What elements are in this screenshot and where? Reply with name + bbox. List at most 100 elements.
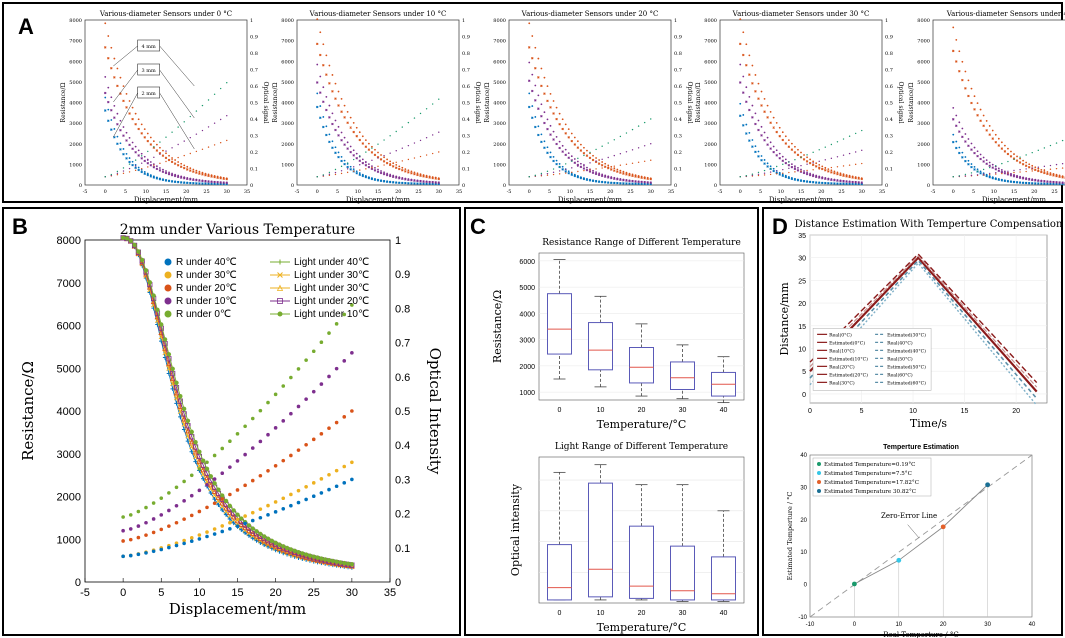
resistance-marker <box>188 438 195 445</box>
resistance-marker <box>231 508 236 513</box>
resistance-point <box>643 176 646 180</box>
resistance-point <box>128 160 131 164</box>
y-tick-label: 35 <box>798 233 806 240</box>
resistance-point <box>222 177 225 180</box>
resistance-point <box>598 172 601 175</box>
resistance-point <box>386 158 389 161</box>
y2-tick-label: 0 <box>674 183 677 189</box>
light-point <box>546 174 549 176</box>
resistance-point <box>195 169 198 172</box>
light-point <box>650 118 652 120</box>
resistance-point <box>781 138 785 142</box>
resistance-point <box>760 104 763 107</box>
light-point <box>342 312 347 317</box>
light-point <box>848 164 851 166</box>
resistance-point <box>570 132 573 135</box>
light-point <box>319 382 324 386</box>
resistance-marker <box>326 559 332 565</box>
light-point <box>327 426 331 431</box>
legend-marker <box>164 284 172 292</box>
resistance-point <box>125 131 128 134</box>
light-point <box>183 154 185 157</box>
resistance-point <box>748 54 751 57</box>
resistance-point <box>637 182 640 186</box>
resistance-point <box>340 139 343 142</box>
legend-label: Estimated(50°C) <box>887 363 926 370</box>
light-point <box>165 160 167 163</box>
resistance-point <box>751 116 754 119</box>
y2-tick-label: 0.2 <box>395 509 410 521</box>
resistance-marker <box>330 558 336 564</box>
light-point <box>296 367 301 371</box>
light-point <box>327 331 331 335</box>
resistance-point <box>425 182 428 186</box>
y-axis-label: Resistance/Ω <box>60 83 67 123</box>
resistance-point <box>131 141 134 144</box>
resistance-point <box>186 181 189 185</box>
x-tick-label: 0 <box>808 408 812 415</box>
resistance-point <box>364 163 368 167</box>
x-tick-label: 10 <box>597 610 605 617</box>
light-point <box>407 144 410 147</box>
light-point <box>365 161 367 164</box>
resistance-point <box>315 105 319 109</box>
y-tick-label: 6000 <box>493 59 506 65</box>
y2-tick-label: 0.4 <box>395 440 410 452</box>
resistance-point <box>128 143 131 147</box>
resistance-point <box>817 176 821 179</box>
resistance-point <box>634 180 637 183</box>
resistance-point <box>582 167 586 170</box>
resistance-point <box>573 136 576 139</box>
resistance-point <box>970 101 973 105</box>
y-tick-label: 6000 <box>704 59 717 65</box>
resistance-point <box>1061 176 1064 179</box>
light-point <box>401 160 403 162</box>
light-point <box>116 170 119 173</box>
light-point <box>327 374 331 379</box>
resistance-marker <box>292 548 297 554</box>
light-point <box>212 453 217 458</box>
resistance-point <box>994 133 997 136</box>
resistance-point <box>140 152 143 155</box>
resistance-point <box>346 147 349 150</box>
resistance-point <box>355 126 358 129</box>
light-point <box>1001 162 1003 165</box>
resistance-point <box>610 176 613 180</box>
resistance-point <box>198 182 201 185</box>
resistance-point <box>380 154 382 156</box>
light-point <box>800 156 802 159</box>
resistance-point <box>325 73 328 76</box>
light-point <box>794 171 796 173</box>
annotation-leader <box>113 69 138 103</box>
x-tick-label: 25 <box>627 189 633 195</box>
light-point <box>334 484 339 489</box>
resistance-point <box>143 159 146 163</box>
panel-label-d: D <box>772 214 788 239</box>
resistance-point <box>603 175 607 178</box>
resistance-point <box>958 50 961 53</box>
resistance-point <box>204 180 207 183</box>
resistance-point <box>1027 178 1031 181</box>
light-point <box>207 126 210 128</box>
resistance-point <box>534 66 537 70</box>
legend-label: Real(0°C) <box>829 331 852 338</box>
y-tick-label: 2000 <box>519 364 535 371</box>
light-point <box>189 539 194 544</box>
x-tick-label: 0 <box>739 189 742 195</box>
light-point <box>195 110 198 112</box>
resistance-point <box>973 95 976 98</box>
y-tick-label: 25 <box>798 278 806 285</box>
resistance-point <box>784 161 788 165</box>
resistance-marker <box>185 418 191 423</box>
resistance-point <box>419 180 422 183</box>
resistance-marker <box>307 553 313 558</box>
resistance-marker <box>124 236 130 241</box>
light-point <box>134 169 137 172</box>
resistance-point <box>976 168 979 171</box>
resistance-point <box>742 114 745 116</box>
resistance-marker <box>310 555 317 562</box>
resistance-point <box>173 162 177 165</box>
resistance-point <box>751 104 754 107</box>
resistance-point <box>343 162 346 166</box>
light-point <box>144 520 148 525</box>
